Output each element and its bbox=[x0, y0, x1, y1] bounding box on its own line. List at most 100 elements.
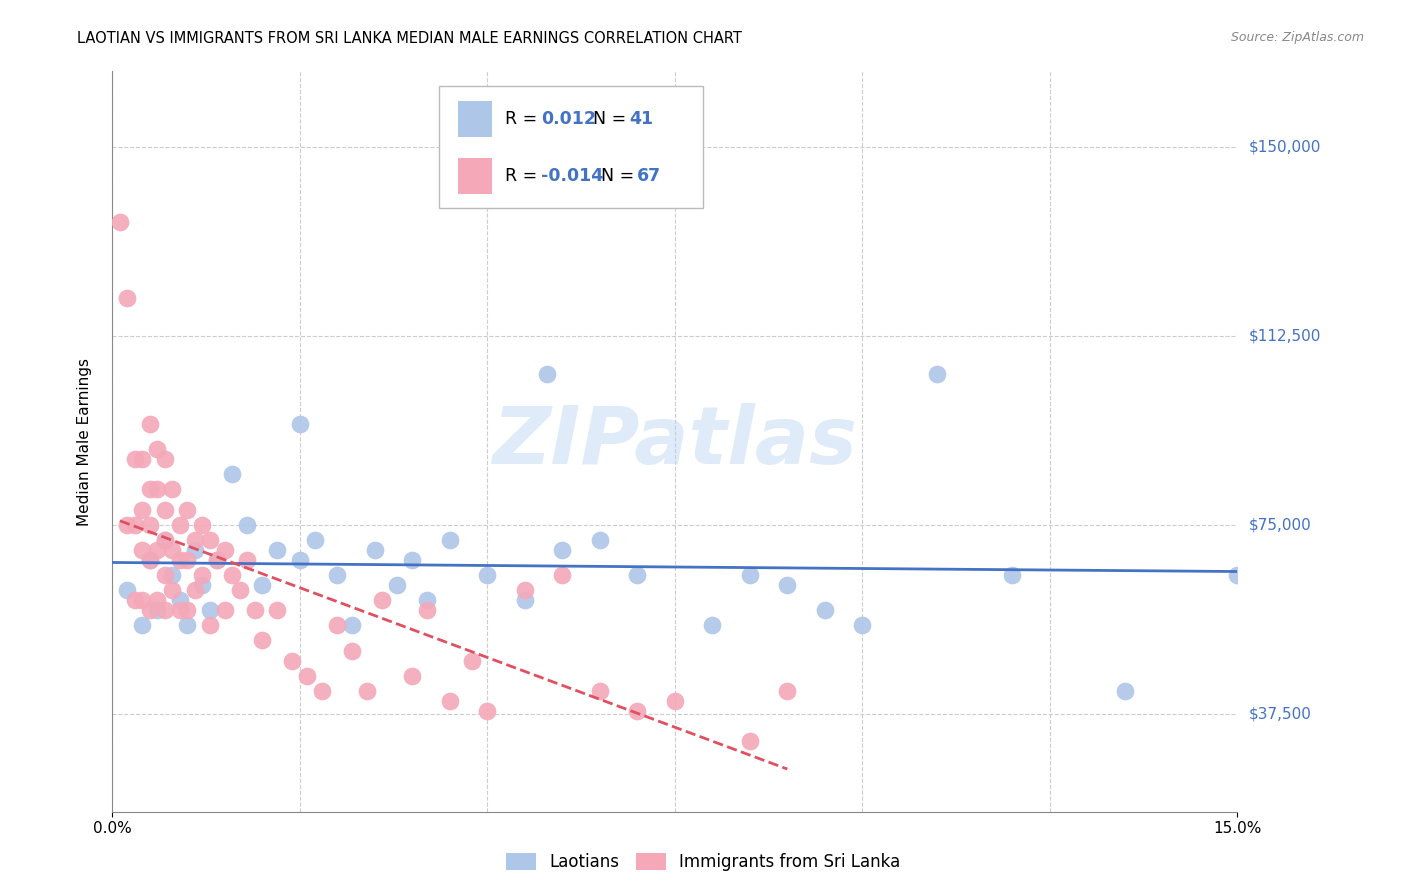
Point bbox=[776, 683, 799, 698]
Point bbox=[326, 618, 349, 632]
Point bbox=[198, 603, 221, 617]
Point bbox=[252, 633, 274, 648]
Point bbox=[281, 654, 304, 668]
Point bbox=[626, 568, 648, 582]
Point bbox=[626, 704, 648, 718]
Point bbox=[124, 452, 146, 467]
Bar bbox=[458, 101, 492, 136]
Point bbox=[169, 593, 191, 607]
Point bbox=[139, 553, 162, 567]
Point bbox=[589, 683, 612, 698]
Point bbox=[153, 568, 176, 582]
Point bbox=[146, 483, 169, 497]
Point bbox=[387, 578, 409, 592]
Point bbox=[191, 568, 214, 582]
Point bbox=[416, 603, 439, 617]
Point bbox=[153, 603, 176, 617]
Point bbox=[214, 603, 236, 617]
Text: R =: R = bbox=[505, 110, 543, 128]
Point bbox=[356, 683, 378, 698]
Text: LAOTIAN VS IMMIGRANTS FROM SRI LANKA MEDIAN MALE EARNINGS CORRELATION CHART: LAOTIAN VS IMMIGRANTS FROM SRI LANKA MED… bbox=[77, 31, 742, 46]
Point bbox=[153, 533, 176, 547]
Point bbox=[927, 367, 949, 381]
Point bbox=[1226, 568, 1249, 582]
Point bbox=[124, 593, 146, 607]
Point bbox=[461, 654, 484, 668]
Point bbox=[162, 568, 184, 582]
Point bbox=[236, 553, 259, 567]
Point bbox=[198, 618, 221, 632]
Point bbox=[738, 568, 761, 582]
Point bbox=[169, 553, 191, 567]
Point bbox=[184, 533, 207, 547]
Point bbox=[371, 593, 394, 607]
Text: ZIPatlas: ZIPatlas bbox=[492, 402, 858, 481]
FancyBboxPatch shape bbox=[439, 87, 703, 209]
Point bbox=[184, 583, 207, 598]
Point bbox=[108, 215, 131, 229]
Point bbox=[221, 568, 243, 582]
Point bbox=[551, 568, 574, 582]
Point bbox=[131, 502, 153, 516]
Point bbox=[139, 517, 162, 532]
Point bbox=[266, 542, 288, 557]
Point bbox=[153, 502, 176, 516]
Point bbox=[176, 603, 198, 617]
Legend: Laotians, Immigrants from Sri Lanka: Laotians, Immigrants from Sri Lanka bbox=[498, 845, 908, 880]
Point bbox=[1114, 683, 1136, 698]
Point bbox=[364, 542, 387, 557]
Point bbox=[416, 593, 439, 607]
Point bbox=[513, 583, 536, 598]
Point bbox=[153, 533, 176, 547]
Point bbox=[207, 553, 229, 567]
Point bbox=[243, 603, 266, 617]
Point bbox=[146, 593, 169, 607]
Point bbox=[297, 669, 319, 683]
Point bbox=[342, 643, 364, 657]
Point bbox=[439, 533, 461, 547]
Point bbox=[162, 542, 184, 557]
Point bbox=[236, 517, 259, 532]
Point bbox=[176, 618, 198, 632]
Point bbox=[176, 502, 198, 516]
Point bbox=[513, 593, 536, 607]
Point bbox=[146, 603, 169, 617]
Text: Source: ZipAtlas.com: Source: ZipAtlas.com bbox=[1230, 31, 1364, 45]
Point bbox=[131, 593, 153, 607]
Text: 67: 67 bbox=[637, 167, 661, 185]
Point bbox=[252, 578, 274, 592]
Point bbox=[184, 542, 207, 557]
Point bbox=[162, 583, 184, 598]
Point bbox=[401, 669, 423, 683]
Point bbox=[536, 367, 558, 381]
Point bbox=[131, 452, 153, 467]
Point bbox=[162, 483, 184, 497]
Point bbox=[589, 533, 612, 547]
Point bbox=[198, 533, 221, 547]
Point bbox=[117, 583, 139, 598]
Point bbox=[477, 568, 499, 582]
Point bbox=[401, 553, 423, 567]
Text: 41: 41 bbox=[628, 110, 652, 128]
Point bbox=[738, 734, 761, 748]
Point bbox=[117, 291, 139, 305]
Point bbox=[439, 694, 461, 708]
Text: -0.014: -0.014 bbox=[541, 167, 603, 185]
Point bbox=[169, 603, 191, 617]
Point bbox=[214, 542, 236, 557]
Point bbox=[117, 517, 139, 532]
Point bbox=[702, 618, 724, 632]
Point bbox=[477, 704, 499, 718]
Point bbox=[146, 442, 169, 456]
Point bbox=[146, 542, 169, 557]
Text: $112,500: $112,500 bbox=[1249, 328, 1320, 343]
Text: 0.012: 0.012 bbox=[541, 110, 596, 128]
Point bbox=[131, 618, 153, 632]
Point bbox=[191, 578, 214, 592]
Point bbox=[207, 553, 229, 567]
Point bbox=[153, 452, 176, 467]
Point bbox=[221, 467, 243, 482]
Point bbox=[191, 517, 214, 532]
Y-axis label: Median Male Earnings: Median Male Earnings bbox=[77, 358, 91, 525]
Point bbox=[304, 533, 326, 547]
